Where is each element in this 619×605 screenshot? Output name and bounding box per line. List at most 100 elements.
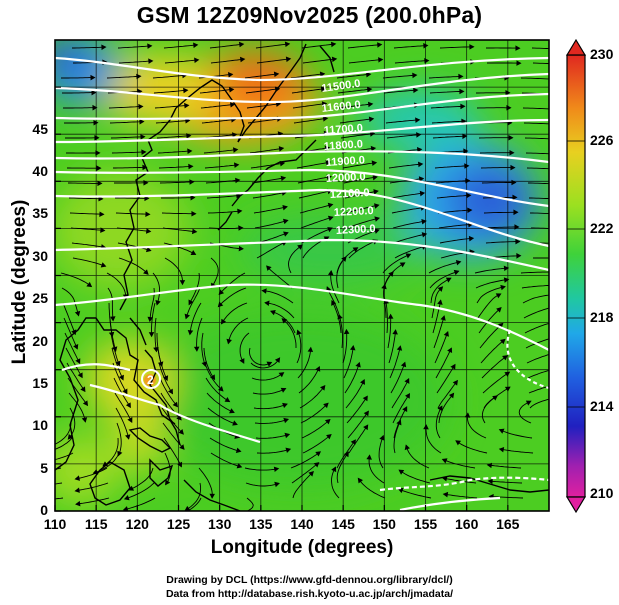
streamline-arrowhead — [97, 180, 103, 187]
streamline-arrowhead — [464, 163, 470, 169]
streamline-arrowhead — [396, 419, 402, 426]
streamline-arrowhead — [210, 374, 216, 381]
streamline-arrowhead — [143, 269, 149, 275]
streamline-arrowhead — [308, 471, 314, 477]
streamline-arrowhead — [503, 277, 510, 283]
x-tick-label: 130 — [208, 516, 232, 532]
streamline — [292, 103, 327, 109]
contour-label: 12300.0 — [336, 223, 376, 237]
streamline — [338, 103, 373, 109]
streamline — [292, 471, 314, 499]
streamline-arrowhead — [283, 417, 289, 424]
streamline-arrowhead — [153, 346, 159, 353]
streamline — [106, 75, 141, 79]
streamline — [434, 165, 469, 169]
streamline — [254, 219, 288, 229]
streamline-arrowhead — [392, 329, 398, 335]
streamline — [255, 433, 290, 439]
streamline-arrowhead — [281, 318, 288, 324]
axis-ticks — [54, 86, 509, 512]
streamline — [405, 445, 430, 469]
streamline — [530, 212, 549, 214]
streamline — [301, 43, 336, 49]
streamline-arrowhead — [148, 58, 154, 64]
streamline — [151, 302, 156, 337]
streamline — [382, 74, 417, 79]
streamline-arrowhead — [552, 92, 556, 96]
streamline — [281, 318, 297, 348]
streamline — [55, 497, 64, 500]
streamline — [255, 43, 290, 49]
streamline-arrowhead — [43, 450, 47, 454]
streamline-arrowhead — [352, 247, 359, 253]
streamline-arrowhead — [441, 458, 448, 464]
streamline-arrowhead — [374, 228, 380, 234]
streamline-arrowhead — [266, 361, 273, 367]
streamline — [300, 216, 333, 229]
streamline-arrowhead — [145, 211, 151, 217]
streamline — [524, 137, 549, 140]
streamline-arrowhead — [455, 259, 462, 266]
streamline-arrowhead — [500, 284, 506, 291]
streamline-arrowhead — [81, 417, 88, 423]
streamline — [528, 182, 549, 185]
streamline-arrowhead — [227, 71, 234, 78]
streamline-arrowhead — [229, 408, 235, 414]
streamline-arrowhead — [282, 402, 288, 409]
streamline-arrowhead — [320, 86, 327, 92]
streamline-arrowhead — [191, 210, 197, 217]
streamline — [246, 103, 281, 109]
streamline-arrowhead — [445, 277, 452, 283]
streamline-arrowhead — [437, 405, 443, 412]
streamline — [331, 466, 340, 499]
streamline-arrowhead — [487, 478, 493, 485]
streamline — [394, 60, 429, 64]
streamline-arrowhead — [377, 42, 383, 48]
streamline — [481, 355, 508, 379]
streamline-arrowhead — [331, 56, 338, 63]
streamline — [390, 192, 425, 199]
streamline-arrowhead — [138, 103, 144, 110]
streamline-arrowhead — [190, 250, 197, 255]
streamline — [383, 89, 418, 94]
streamline — [163, 437, 182, 467]
streamline — [520, 77, 549, 80]
streamline-arrowhead — [296, 329, 302, 336]
streamline — [204, 362, 224, 392]
streamline — [247, 118, 282, 124]
streamline — [254, 418, 289, 424]
streamline-arrowhead — [179, 280, 186, 286]
streamline — [391, 378, 410, 409]
streamline-arrowhead — [360, 379, 365, 385]
streamline-arrowhead — [285, 56, 292, 63]
streamline — [159, 181, 194, 184]
streamline-arrowhead — [371, 160, 378, 166]
streamline — [477, 293, 501, 319]
streamline-arrowhead — [506, 105, 512, 111]
streamline-arrowhead — [163, 375, 169, 382]
streamline — [157, 150, 192, 154]
streamline — [111, 151, 146, 154]
streamline — [518, 400, 532, 424]
streamline — [113, 166, 147, 169]
streamline — [162, 227, 197, 233]
streamline — [152, 272, 161, 305]
streamline — [251, 177, 286, 184]
streamline — [478, 307, 502, 334]
streamline — [443, 493, 478, 499]
streamline — [128, 467, 154, 491]
x-axis-label: Longitude (degrees) — [210, 537, 394, 558]
storm-center: 2 — [141, 369, 161, 389]
streamline — [434, 331, 449, 364]
x-tick-label: 160 — [455, 516, 479, 532]
y-tick-label: 25 — [32, 290, 48, 307]
streamline — [63, 317, 78, 349]
streamline-arrowhead — [261, 288, 267, 294]
contour-label: 11600.0 — [321, 99, 361, 115]
streamline-arrowhead — [168, 388, 173, 395]
streamline-arrowhead — [137, 88, 143, 95]
streamline-arrowhead — [327, 202, 334, 209]
height-contours — [55, 56, 549, 511]
streamline-arrowhead — [142, 164, 148, 171]
streamline-arrowhead — [421, 232, 428, 238]
